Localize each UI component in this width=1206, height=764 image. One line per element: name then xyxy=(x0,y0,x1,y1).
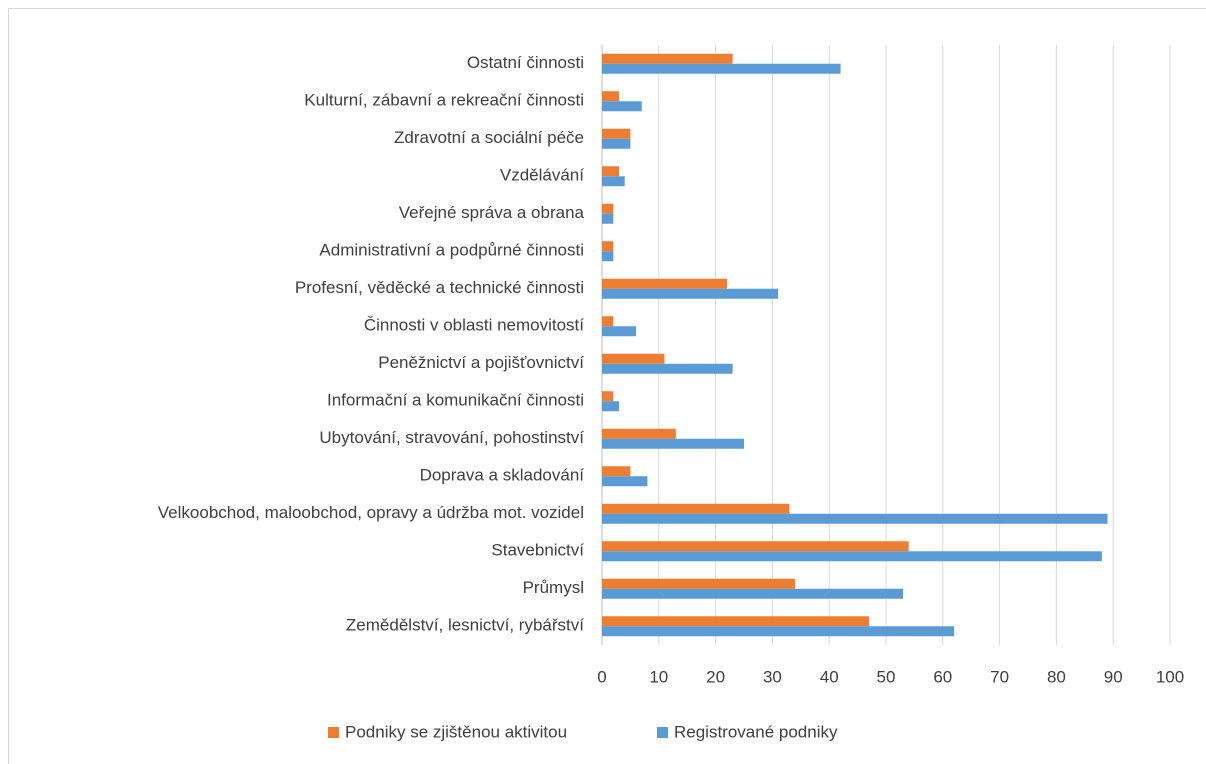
legend-swatch xyxy=(657,727,668,738)
x-tick-label: 60 xyxy=(933,667,952,686)
bar xyxy=(602,176,625,187)
bar xyxy=(602,578,796,589)
y-tick-label: Administrativní a podpůrné činnosti xyxy=(319,241,584,260)
bar xyxy=(602,401,620,412)
y-tick-label: Profesní, věděcké a technické činnosti xyxy=(295,278,584,297)
x-tick-label: 80 xyxy=(1047,667,1066,686)
bar xyxy=(602,166,620,177)
y-tick-label: Průmysl xyxy=(523,578,584,597)
bar xyxy=(602,326,637,337)
bar xyxy=(602,278,727,289)
chart-border xyxy=(8,8,1206,764)
x-tick-label: 90 xyxy=(1104,667,1123,686)
y-tick-label: Ostatní činnosti xyxy=(467,53,584,72)
x-tick-label: 10 xyxy=(649,667,668,686)
y-tick-label: Činnosti v oblasti nemovitostí xyxy=(364,316,584,335)
bar xyxy=(602,213,614,224)
bar xyxy=(602,588,904,599)
bar xyxy=(602,63,841,74)
y-tick-label: Zemědělství, lesnictví, rybářství xyxy=(346,616,584,635)
bar xyxy=(602,251,614,262)
y-tick-label: Kulturní, zábavní a rekreační činnosti xyxy=(304,91,584,110)
bar xyxy=(602,476,648,487)
bar xyxy=(602,503,790,514)
y-tick-label: Informační a komunikační činnosti xyxy=(327,391,584,410)
legend-label: Registrované podniky xyxy=(674,722,838,741)
y-tick-label: Veřejné správa a obrana xyxy=(399,203,585,222)
y-tick-label: Zdravotní a sociální péče xyxy=(394,128,584,147)
y-tick-label: Vzdělávání xyxy=(500,166,584,185)
bar xyxy=(602,288,779,299)
bar xyxy=(602,363,733,374)
bar xyxy=(602,203,614,214)
bar xyxy=(602,438,744,449)
y-tick-label: Doprava a skladování xyxy=(420,466,585,485)
x-tick-label: 70 xyxy=(990,667,1009,686)
bar xyxy=(602,91,620,102)
legend-label: Podniky se zjištěnou aktivitou xyxy=(345,722,567,741)
bar xyxy=(602,241,614,252)
bar xyxy=(602,138,631,149)
bar xyxy=(602,541,909,552)
bar xyxy=(602,353,665,364)
bar xyxy=(602,616,869,627)
y-tick-label: Stavebnictví xyxy=(491,541,584,560)
y-tick-label: Peněžnictví a pojišťovnictví xyxy=(378,353,584,372)
y-tick-label: Velkoobchod, maloobchod, opravy a údržba… xyxy=(158,503,584,522)
bar xyxy=(602,53,733,64)
bar xyxy=(602,391,614,402)
bar xyxy=(602,316,614,327)
x-tick-label: 20 xyxy=(706,667,725,686)
bar xyxy=(602,551,1102,562)
y-tick-label: Ubytování, stravování, pohostinství xyxy=(319,428,584,447)
bar xyxy=(602,513,1108,524)
x-tick-label: 30 xyxy=(763,667,782,686)
legend-swatch xyxy=(328,727,339,738)
bar xyxy=(602,101,642,112)
x-tick-label: 100 xyxy=(1156,667,1184,686)
bar xyxy=(602,626,955,637)
bar xyxy=(602,428,676,439)
x-tick-label: 40 xyxy=(820,667,839,686)
x-tick-label: 50 xyxy=(877,667,896,686)
bar xyxy=(602,466,631,477)
bar xyxy=(602,128,631,139)
x-tick-label: 0 xyxy=(597,667,606,686)
